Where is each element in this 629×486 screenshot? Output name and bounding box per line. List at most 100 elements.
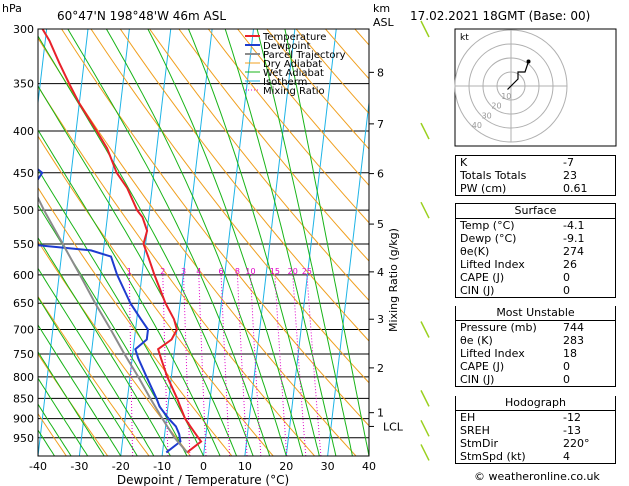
km-tick-label: 3 xyxy=(377,313,384,326)
mixing-ratio-line xyxy=(292,274,307,456)
surface-row: θe(K) 274 xyxy=(456,245,615,258)
temp-tick-label: 30 xyxy=(321,460,335,473)
legend-label: Temperature xyxy=(262,32,326,43)
plot-area xyxy=(38,29,369,456)
surface-row: CAPE (J) 0 xyxy=(456,271,615,284)
mixing-ratio-label: 25 xyxy=(302,267,312,276)
pressure-tick-label: 450 xyxy=(13,167,34,180)
surface-row: Lifted Index 26 xyxy=(456,258,615,271)
unstable-label: CIN (J) xyxy=(460,373,495,386)
surface-value: -9.1 xyxy=(563,232,585,245)
pressure-tick-label: 700 xyxy=(13,324,34,337)
temp-tick-label: 10 xyxy=(238,460,252,473)
hodograph-ring-label: 40 xyxy=(472,121,482,130)
isotherm-line xyxy=(78,29,130,456)
index-label: PW (cm) xyxy=(460,182,507,195)
temp-tick-label: -20 xyxy=(112,460,130,473)
legend-label: Parcel Trajectory xyxy=(263,50,346,61)
isotherm-line xyxy=(285,29,337,456)
dry-adiabat-line xyxy=(61,29,369,427)
location-title: 60°47'N 198°48'W 46m ASL xyxy=(57,9,226,23)
surface-label: CAPE (J) xyxy=(460,271,505,284)
mixing-ratio-label: 20 xyxy=(288,267,298,276)
index-value: -7 xyxy=(563,156,574,169)
indices-unstable: Most Unstable Pressure (mb) 744 θe (K) 283 L… xyxy=(455,306,616,387)
plot-frame xyxy=(37,28,370,457)
hodo-label: EH xyxy=(460,411,476,424)
pressure-tick-label: 600 xyxy=(13,269,34,282)
surface-label: Temp (°C) xyxy=(460,219,515,232)
hodo-row: StmDir 220° xyxy=(456,437,615,450)
lcl-label: LCL xyxy=(383,420,404,433)
index-value: 23 xyxy=(563,169,577,182)
pressure-tick-label: 850 xyxy=(13,392,34,405)
pressure-tick-label: 650 xyxy=(13,297,34,310)
wet-adiabat-line xyxy=(147,29,304,456)
index-row: K -7 xyxy=(456,156,615,169)
indices-surface: Surface Temp (°C) -4.1 Dewp (°C) -9.1 θe(K) 2… xyxy=(455,203,616,298)
dry-adiabat-line xyxy=(38,353,109,456)
dry-adiabat-line xyxy=(38,37,357,456)
unstable-title: Most Unstable xyxy=(456,306,615,321)
x-axis-title: Dewpoint / Temperature (°C) xyxy=(117,473,289,486)
mixing-ratio-line xyxy=(236,274,248,456)
hodograph-frame xyxy=(454,28,617,147)
isotherm-line xyxy=(203,29,254,456)
unstable-value: 744 xyxy=(563,321,584,334)
surface-value: 0 xyxy=(563,284,570,297)
mixing-ratio-line xyxy=(162,274,169,456)
legend-label: Dry Adiabat xyxy=(263,59,322,70)
hodograph-trace xyxy=(507,61,530,90)
indices-hodograph: Hodograph EH -12 SREH -13 StmDir 220° StmSpd (… xyxy=(455,396,616,464)
hodo-row: SREH -13 xyxy=(456,424,615,437)
wind-barb xyxy=(420,201,430,219)
unstable-label: θe (K) xyxy=(460,334,493,347)
legend-label: Wet Adiabat xyxy=(263,68,324,79)
pressure-tick-label: 400 xyxy=(13,125,34,138)
pressure-unit: hPa xyxy=(2,2,22,15)
isotherm-line xyxy=(161,29,213,456)
wet-adiabat-line xyxy=(38,296,138,456)
unstable-row: CAPE (J) 0 xyxy=(456,360,615,373)
dry-adiabat-line xyxy=(237,29,369,187)
index-label: K xyxy=(460,156,468,169)
legend-label: Isotherm xyxy=(263,77,307,88)
surface-label: Dewp (°C) xyxy=(460,232,517,245)
km-tick-label: 2 xyxy=(377,362,384,375)
dry-adiabat-line xyxy=(38,186,233,456)
pressure-tick-label: 350 xyxy=(13,78,34,91)
hodo-label: StmSpd (kt) xyxy=(460,450,526,463)
mixing-ratio-label: 1 xyxy=(127,267,132,276)
dry-adiabat-line xyxy=(119,29,369,342)
unstable-label: CAPE (J) xyxy=(460,360,505,373)
mixing-ratio-label: 10 xyxy=(245,267,255,276)
wind-barb xyxy=(420,444,430,461)
mixing-ratio-label: 4 xyxy=(196,267,201,276)
series-dewpoint xyxy=(38,168,182,454)
wet-adiabat-line xyxy=(67,29,271,456)
temp-tick-label: -10 xyxy=(153,460,171,473)
wet-adiabat-line xyxy=(38,35,254,456)
wet-adiabat-line xyxy=(38,377,89,456)
datetime-title: 17.02.2021 18GMT (Base: 00) xyxy=(410,9,590,23)
hodo-value: -13 xyxy=(563,424,581,437)
surface-label: CIN (J) xyxy=(460,284,495,297)
km-tick-label: 4 xyxy=(377,266,384,279)
unstable-value: 0 xyxy=(563,360,570,373)
pressure-tick-label: 500 xyxy=(13,204,34,217)
temp-tick-label: 0 xyxy=(200,460,207,473)
surface-row: Temp (°C) -4.1 xyxy=(456,219,615,232)
hodograph-ring-label: 10 xyxy=(501,92,511,101)
temp-tick-label: -30 xyxy=(70,460,88,473)
mixing-ratio-line xyxy=(198,274,207,456)
wet-adiabat-line xyxy=(38,350,105,456)
wind-barb xyxy=(420,420,430,437)
legend-label: Mixing Ratio xyxy=(263,86,325,97)
km-tick-label: 8 xyxy=(377,66,384,79)
dry-adiabat-line xyxy=(38,85,315,456)
surface-value: 0 xyxy=(563,271,570,284)
mixing-ratio-label: 15 xyxy=(270,267,280,276)
unstable-label: Lifted Index xyxy=(460,347,525,360)
mixing-ratio-axis-title: Mixing Ratio (g/kg) xyxy=(387,228,400,332)
